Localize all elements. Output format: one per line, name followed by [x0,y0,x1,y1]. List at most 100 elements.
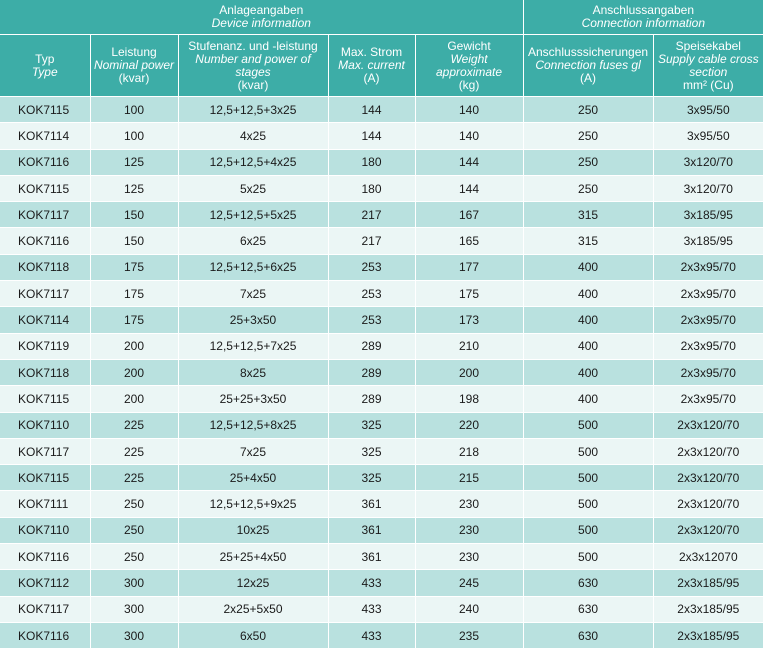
table-row: KOK7116 150 6x25 217 165 315 3x185/95 [0,227,763,255]
stages-cell: 10x25 [178,517,329,545]
weight-cell: 140 [415,122,524,150]
column-header-nominal-power: Leistung Nominal power (kvar) [90,34,179,97]
max-current-cell: 289 [328,333,416,360]
weight-cell: 177 [415,254,524,282]
stages-cell: 12,5+12,5+9x25 [178,490,329,518]
nominal-power-cell: 175 [90,254,179,282]
type-cell: KOK7115 [0,385,91,413]
group-header-label-en: Device information [211,16,311,30]
connection-fuses-cell: 400 [523,254,654,282]
table-row: KOK7118 175 12,5+12,5+6x25 253 177 400 2x3x95/… [0,254,763,282]
nominal-power-cell: 250 [90,543,179,571]
type-cell: KOK7116 [0,543,91,571]
weight-cell: 144 [415,149,524,176]
type-cell: KOK7118 [0,359,91,387]
table-row: KOK7118 200 8x25 289 200 400 2x3x95/70 [0,359,763,387]
supply-cable-cell: 2x3x120/70 [653,464,763,492]
column-header-label-de: Max. Strom [340,45,403,59]
type-cell: KOK7115 [0,175,91,203]
table-header: Anlageangaben Device information Anschlu… [0,0,763,97]
supply-cable-cell: 2x3x185/95 [653,622,763,649]
column-header-label-de: Gewicht [447,38,491,53]
column-header-unit: (A) [363,71,380,85]
weight-cell: 230 [415,543,524,571]
stages-cell: 4x25 [178,122,329,150]
column-header-label-de: Speisekabel [675,38,741,53]
max-current-cell: 361 [328,517,416,545]
group-header-label-de: Anlageangaben [219,3,304,17]
stages-cell: 12x25 [178,569,329,597]
table-row: KOK7117 225 7x25 325 218 500 2x3x120/70 [0,438,763,466]
stages-cell: 2x25+5x50 [178,596,329,623]
supply-cable-cell: 3x185/95 [653,227,763,255]
column-header-label-en: Nominal power [93,58,175,72]
weight-cell: 230 [415,517,524,545]
weight-cell: 235 [415,622,524,649]
weight-cell: 215 [415,464,524,492]
nominal-power-cell: 200 [90,385,179,413]
supply-cable-cell: 2x3x95/70 [653,306,763,334]
nominal-power-cell: 100 [90,96,179,124]
stages-cell: 5x25 [178,175,329,203]
connection-fuses-cell: 500 [523,517,654,545]
connection-fuses-cell: 315 [523,227,654,255]
weight-cell: 218 [415,438,524,466]
max-current-cell: 180 [328,149,416,176]
max-current-cell: 144 [328,122,416,150]
supply-cable-cell: 3x120/70 [653,149,763,176]
nominal-power-cell: 225 [90,464,179,492]
supply-cable-cell: 2x3x95/70 [653,254,763,282]
supply-cable-cell: 2x3x95/70 [653,385,763,413]
header-column-row: Typ Type Leistung Nominal power (kvar) S… [0,34,763,97]
table-row: KOK7115 200 25+25+3x50 289 198 400 2x3x95/70 [0,385,763,413]
max-current-cell: 253 [328,254,416,282]
nominal-power-cell: 125 [90,175,179,203]
supply-cable-cell: 2x3x120/70 [653,412,763,439]
table-row: KOK7116 300 6x50 433 235 630 2x3x185/95 [0,622,763,649]
table-row: KOK7119 200 12,5+12,5+7x25 289 210 400 2x3x95/… [0,333,763,360]
column-header-max-current: Max. Strom Max. current (A) [328,34,416,97]
nominal-power-cell: 200 [90,359,179,387]
type-cell: KOK7112 [0,569,91,597]
group-header-label-de: Anschlussangaben [592,3,694,17]
max-current-cell: 433 [328,622,416,649]
type-cell: KOK7116 [0,622,91,649]
stages-cell: 8x25 [178,359,329,387]
supply-cable-cell: 2x3x185/95 [653,569,763,597]
supply-cable-cell: 2x3x12070 [653,543,763,571]
type-cell: KOK7117 [0,280,91,308]
column-header-unit: (kg) [458,77,480,92]
table-row: KOK7110 250 10x25 361 230 500 2x3x120/70 [0,517,763,545]
column-header-type: Typ Type [0,34,91,97]
column-header-unit: (kvar) [118,71,150,85]
connection-fuses-cell: 630 [523,622,654,649]
max-current-cell: 433 [328,596,416,623]
type-cell: KOK7110 [0,517,91,545]
stages-cell: 7x25 [178,438,329,466]
type-cell: KOK7110 [0,412,91,439]
stages-cell: 12,5+12,5+3x25 [178,96,329,124]
weight-cell: 144 [415,175,524,203]
stages-cell: 25+3x50 [178,306,329,334]
max-current-cell: 180 [328,175,416,203]
nominal-power-cell: 225 [90,438,179,466]
max-current-cell: 217 [328,201,416,229]
weight-cell: 220 [415,412,524,439]
table-row: KOK7115 225 25+4x50 325 215 500 2x3x120/70 [0,464,763,492]
stages-cell: 7x25 [178,280,329,308]
table-row: KOK7117 175 7x25 253 175 400 2x3x95/70 [0,280,763,308]
supply-cable-cell: 2x3x185/95 [653,596,763,623]
weight-cell: 245 [415,569,524,597]
max-current-cell: 253 [328,280,416,308]
max-current-cell: 325 [328,438,416,466]
connection-fuses-cell: 400 [523,280,654,308]
type-cell: KOK7111 [0,490,91,518]
table-row: KOK7115 100 12,5+12,5+3x25 144 140 250 3x95/50 [0,96,763,124]
stages-cell: 25+4x50 [178,464,329,492]
weight-cell: 175 [415,280,524,308]
supply-cable-cell: 2x3x120/70 [653,490,763,518]
max-current-cell: 289 [328,359,416,387]
group-header-device-information: Anlageangaben Device information [0,0,524,35]
max-current-cell: 325 [328,412,416,439]
